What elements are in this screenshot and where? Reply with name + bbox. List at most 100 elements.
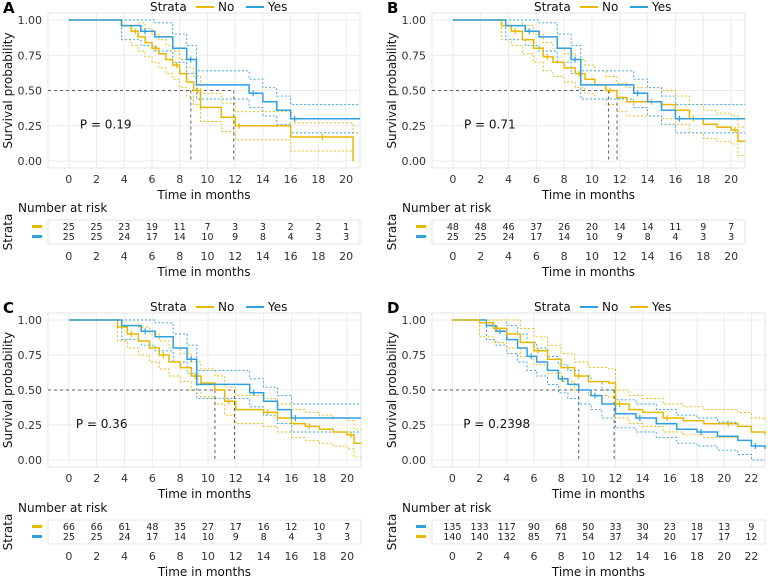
risk-cell: 14 [174,532,186,543]
risk-x-tick-label: 16 [284,550,298,563]
confidence-band [452,19,745,128]
x-tick-label: 12 [608,472,622,485]
panel-letter: C [3,299,14,317]
risk-cell: 4 [672,232,678,243]
x-tick-label: 4 [121,472,128,485]
risk-x-tick-label: 0 [65,550,72,563]
risk-cell: 17 [230,522,242,533]
risk-x-axis-label: Time in months [541,265,635,279]
x-tick-label: 18 [690,472,704,485]
risk-cell: 14 [614,222,626,233]
risk-x-tick-label: 10 [581,550,595,563]
p-value: P = 0.71 [464,118,516,132]
risk-cell: 10 [313,522,325,533]
risk-row-swatch [32,235,42,238]
risk-x-tick-label: 14 [641,250,655,263]
risk-x-tick-label: 2 [476,550,483,563]
risk-x-axis-label: Time in months [156,265,250,279]
x-tick-label: 18 [312,472,326,485]
risk-cell: 23 [118,222,130,233]
risk-cell: 66 [63,522,75,533]
risk-cell: 25 [63,532,75,543]
risk-x-tick-label: 4 [121,250,128,263]
y-tick-label: 0.00 [402,155,427,168]
confidence-band [452,319,766,449]
risk-strata-label: Strata [385,214,399,251]
risk-cell: 3 [344,532,350,543]
risk-cell: 48 [447,222,459,233]
risk-cell: 20 [586,222,598,233]
legend-label: Yes [267,300,287,314]
legend-label: Yes [651,300,671,314]
legend-label: No [602,300,618,314]
x-tick-label: 10 [201,472,215,485]
risk-cell: 85 [528,532,540,543]
risk-cell: 133 [471,522,489,533]
y-tick-label: 0.50 [18,384,43,397]
risk-cell: 20 [664,532,676,543]
risk-cell: 2 [315,222,321,233]
risk-x-tick-label: 14 [636,550,650,563]
risk-cell: 48 [475,222,487,233]
risk-cell: 17 [146,532,158,543]
risk-cell: 50 [582,522,594,533]
risk-strata-label: Strata [1,514,15,551]
risk-x-tick-label: 16 [663,550,677,563]
risk-cell: 26 [558,222,570,233]
risk-cell: 132 [498,532,516,543]
confidence-band [68,19,360,106]
risk-x-tick-label: 4 [121,550,128,563]
y-tick-label: 0.25 [402,419,427,432]
x-tick-label: 20 [340,472,354,485]
x-tick-label: 4 [121,173,128,186]
risk-cell: 25 [475,232,487,243]
p-value: P = 0.2398 [463,417,530,431]
legend-label: Yes [267,0,287,14]
confidence-band [452,319,766,421]
risk-table-area [431,519,766,545]
risk-table-title: Number at risk [402,201,491,215]
x-axis-label: Time in months [551,487,645,501]
x-tick-label: 14 [256,173,270,186]
y-axis-label: Survival probability [385,32,399,148]
risk-cell: 11 [174,222,186,233]
confidence-band [452,19,745,156]
panel-letter: D [387,299,399,317]
risk-row-swatch [416,535,426,538]
risk-x-tick-label: 6 [530,550,537,563]
risk-cell: 17 [718,532,730,543]
risk-cell: 9 [748,522,754,533]
risk-cell: 4 [288,532,294,543]
risk-strata-label: Strata [1,214,15,251]
risk-cell: 27 [202,522,214,533]
x-tick-label: 18 [696,173,710,186]
risk-x-axis-label: Time in months [551,565,645,579]
survival-curve-yes [452,319,766,435]
risk-cell: 3 [343,232,349,243]
survival-curve-yes [68,19,360,120]
x-tick-label: 10 [585,173,599,186]
risk-cell: 17 [530,232,542,243]
risk-cell: 25 [90,232,102,243]
risk-cell: 68 [555,522,567,533]
risk-x-tick-label: 8 [176,250,183,263]
risk-x-tick-label: 2 [477,250,484,263]
y-tick-label: 1.00 [402,14,427,27]
x-tick-label: 16 [663,472,677,485]
x-tick-label: 0 [449,173,456,186]
x-tick-label: 12 [613,173,627,186]
risk-cell: 7 [204,222,210,233]
risk-cell: 2 [288,222,294,233]
risk-cell: 16 [258,522,270,533]
legend-title: Strata [150,0,187,14]
x-tick-label: 4 [505,173,512,186]
x-axis-label: Time in months [541,188,635,202]
p-value: P = 0.36 [76,417,128,431]
y-tick-label: 0.75 [402,49,427,62]
risk-cell: 10 [202,532,214,543]
risk-cell: 19 [146,222,158,233]
x-tick-label: 6 [533,173,540,186]
